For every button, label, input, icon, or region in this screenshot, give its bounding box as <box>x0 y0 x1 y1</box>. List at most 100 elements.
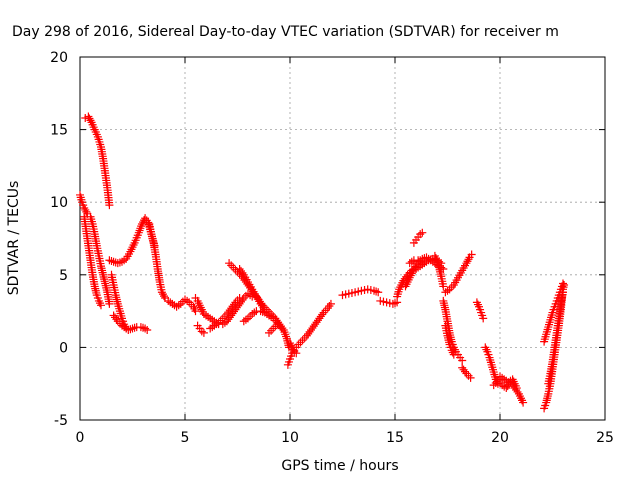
grid <box>80 57 605 420</box>
data-point <box>464 255 473 264</box>
y-tick-labels: -5 0 5 10 15 20 <box>50 50 68 429</box>
data-point <box>81 205 90 214</box>
data-point <box>199 328 208 337</box>
data-point <box>128 243 137 252</box>
data-point <box>115 258 124 267</box>
y-tick-label: 20 <box>50 50 68 66</box>
data-point <box>225 259 234 268</box>
data-point <box>105 256 114 265</box>
data-point <box>325 302 334 311</box>
data-point <box>482 345 491 354</box>
data-point <box>227 261 236 270</box>
data-point <box>298 336 307 345</box>
data-point <box>86 116 95 125</box>
y-tick-label: 10 <box>50 195 68 211</box>
x-tick-label: 20 <box>491 430 509 446</box>
data-point <box>229 263 238 272</box>
data-point <box>512 384 521 393</box>
data-point <box>109 257 118 266</box>
plot-frame <box>79 56 606 421</box>
y-axis-label: SDTVAR / TECUs <box>6 181 22 296</box>
data-point <box>143 325 152 334</box>
y-tick-label: -5 <box>54 413 68 429</box>
data-point <box>472 298 481 307</box>
data-point <box>513 387 522 396</box>
data-point <box>105 299 114 308</box>
data-point <box>292 349 301 358</box>
data-point <box>300 333 309 342</box>
data-point <box>467 250 476 259</box>
x-tick-label: 15 <box>386 430 404 446</box>
data-point <box>273 320 282 329</box>
data-point <box>458 356 467 365</box>
data-point <box>241 315 250 324</box>
data-point <box>473 300 482 309</box>
data-point <box>481 343 490 352</box>
data-point <box>466 373 475 382</box>
data-point <box>267 326 276 335</box>
data-point <box>418 259 427 268</box>
data-point <box>158 290 167 299</box>
x-tick-label: 0 <box>76 430 85 446</box>
data-point <box>318 310 327 319</box>
data-point <box>238 268 247 277</box>
data-point <box>296 338 305 347</box>
x-tick-label: 5 <box>181 430 190 446</box>
data-point <box>189 302 198 311</box>
data-point <box>372 287 381 296</box>
data-point <box>439 282 448 291</box>
data-point <box>230 300 238 309</box>
data-point <box>374 288 383 297</box>
data-point <box>160 292 168 301</box>
data-point <box>519 398 528 407</box>
data-point <box>517 394 525 403</box>
data-point <box>82 207 91 216</box>
data-point <box>461 367 469 376</box>
y-tick-label: 0 <box>59 340 68 356</box>
data-point <box>95 299 104 308</box>
data-point <box>420 254 429 263</box>
data-point <box>443 286 452 295</box>
data-point <box>112 315 121 324</box>
data-point <box>269 324 278 333</box>
chart-title: Day 298 of 2016, Sidereal Day-to-day VTE… <box>12 24 559 40</box>
data-point <box>449 350 458 359</box>
data-point <box>447 283 456 292</box>
data-point <box>139 323 147 332</box>
data-point <box>265 328 273 337</box>
data-point <box>559 279 567 288</box>
x-tick-labels: 0 5 10 15 20 25 <box>76 430 614 446</box>
x-axis-label: GPS time / hours <box>281 458 398 474</box>
data-point <box>235 294 244 303</box>
y-tick-label: 5 <box>59 268 68 284</box>
data-point <box>107 257 116 266</box>
data-point <box>241 291 250 300</box>
data-point <box>277 324 286 333</box>
axis-ticks <box>79 56 606 421</box>
data-point <box>258 307 267 316</box>
data-point <box>231 265 240 274</box>
data-point <box>326 299 335 308</box>
data-point <box>246 312 255 321</box>
data-point <box>122 324 131 333</box>
data-points <box>76 112 569 413</box>
data-point <box>233 296 242 305</box>
x-tick-label: 25 <box>596 430 614 446</box>
data-point <box>191 307 200 316</box>
data-point <box>105 201 114 210</box>
data-point <box>97 301 105 310</box>
y-tick-label: 15 <box>50 123 68 139</box>
data-point <box>216 316 225 325</box>
data-point <box>321 306 330 315</box>
x-tick-label: 10 <box>281 430 299 446</box>
data-point <box>418 228 427 237</box>
data-point <box>141 324 150 333</box>
data-point <box>250 308 259 317</box>
data-point <box>464 371 473 380</box>
data-point <box>178 297 187 306</box>
data-point <box>130 323 139 332</box>
data-point <box>174 301 183 310</box>
data-point <box>479 314 488 323</box>
data-point <box>559 288 567 297</box>
